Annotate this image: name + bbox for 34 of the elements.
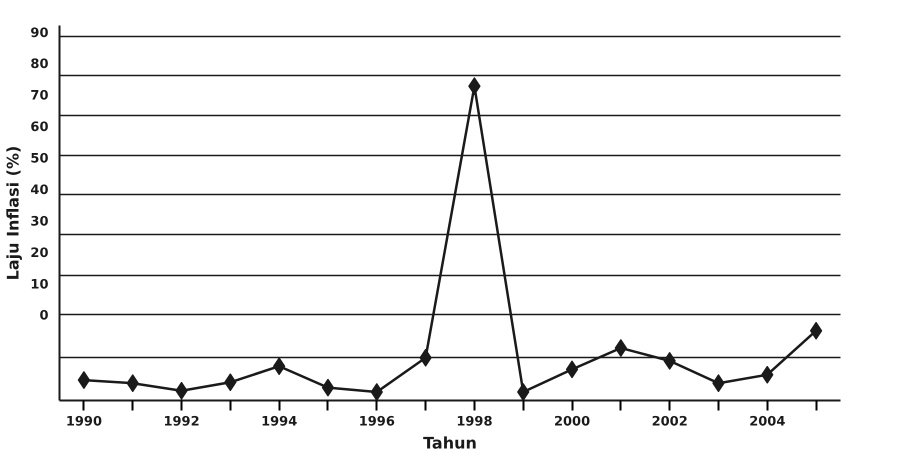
point (614, 339, 628, 358)
point (78, 371, 90, 390)
point (566, 360, 578, 378)
y-tick-label: 40 (30, 182, 49, 198)
y-tick-label: 90 (30, 26, 49, 41)
x-tick-label: 1990 (66, 414, 102, 430)
point (468, 77, 481, 96)
point (224, 373, 237, 392)
point (175, 382, 188, 400)
point (810, 322, 822, 340)
y-tick-label: 80 (30, 57, 49, 72)
y-tick-label: 70 (30, 88, 49, 104)
x-tick-label: 1998 (456, 414, 493, 430)
x-axis-title: Tahun (423, 434, 477, 452)
x-tick-label: 2004 (749, 414, 786, 430)
point (517, 383, 530, 400)
point (712, 374, 725, 392)
point (419, 348, 432, 367)
y-axis-title: Laju Inflasi (%) (3, 146, 22, 280)
y-tick-label: 20 (30, 246, 49, 261)
x-tick-label: 2000 (554, 414, 590, 430)
x-tick-label: 1994 (261, 414, 298, 430)
point (663, 352, 676, 370)
y-tick-label: 0 (39, 308, 48, 324)
x-tick-label: 2002 (652, 414, 688, 430)
point (322, 378, 334, 397)
point (370, 383, 383, 400)
x-tick-label: 1992 (163, 414, 200, 430)
point (272, 357, 286, 376)
y-tick-label: 50 (30, 152, 49, 167)
y-tick-label: 30 (30, 214, 49, 230)
y-tick-label: 60 (30, 120, 49, 136)
x-tick-label: 1996 (358, 414, 395, 430)
y-tick-label: 10 (30, 277, 49, 292)
